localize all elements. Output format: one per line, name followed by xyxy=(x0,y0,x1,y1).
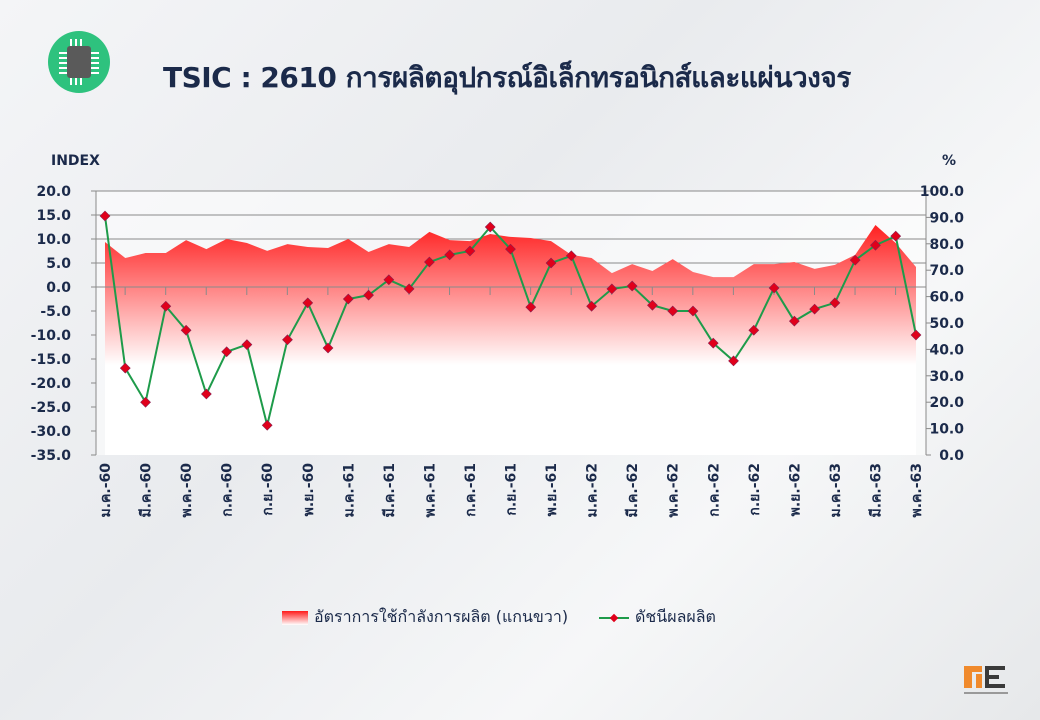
index-point xyxy=(849,254,861,266)
x-tick-label: มี.ค.-61 xyxy=(382,463,398,518)
x-tick-label: ม.ค.-63 xyxy=(828,463,844,518)
x-tick-label: ม.ค.-62 xyxy=(585,463,601,518)
x-tick-label: ก.ค.-61 xyxy=(463,463,479,517)
right-tick-label: 80.0 xyxy=(929,237,964,253)
x-tick-label: พ.ค.-60 xyxy=(179,463,195,518)
legend-line-swatch xyxy=(599,613,629,622)
right-tick-label: 0.0 xyxy=(939,448,964,464)
left-tick-label: -15.0 xyxy=(31,352,72,368)
index-point xyxy=(525,301,537,313)
left-tick-label: -30.0 xyxy=(31,424,72,440)
x-tick-label: พ.ค.-63 xyxy=(909,463,925,518)
left-tick-label: -10.0 xyxy=(31,328,72,344)
index-point xyxy=(505,243,516,255)
index-point xyxy=(910,329,922,341)
x-tick-label: มี.ค.-63 xyxy=(868,463,884,518)
legend-item-index: ดัชนีผลผลิต xyxy=(599,605,716,630)
chart: 20.0 15.0 10.0 5.0 0.0 -5.0 -10.0 -15.0 -20.0 -25… xyxy=(31,184,965,518)
right-tick-label: 70.0 xyxy=(929,263,964,279)
right-tick-label: 100.0 xyxy=(920,184,965,200)
index-point xyxy=(119,362,131,374)
right-axis-label: % xyxy=(942,153,957,169)
index-point xyxy=(342,293,354,305)
left-tick-label: -25.0 xyxy=(31,400,72,416)
index-point xyxy=(464,245,476,257)
index-point xyxy=(302,297,314,309)
x-tick-label: พ.ค.-61 xyxy=(422,463,438,518)
index-point xyxy=(606,283,618,295)
index-point xyxy=(383,274,395,286)
index-point xyxy=(809,303,820,315)
x-tick-label: พ.ย.-60 xyxy=(301,463,317,517)
x-tick-label: ม.ค.-60 xyxy=(98,463,114,518)
page-title: TSIC : 2610 การผลิตอุปกรณ์อิเล็กทรอนิกส์… xyxy=(163,61,851,94)
index-point xyxy=(728,355,739,367)
left-tick-label: -35.0 xyxy=(31,448,72,464)
left-tick-label: 5.0 xyxy=(46,256,71,272)
index-point xyxy=(403,283,415,295)
left-tick-label: 15.0 xyxy=(36,208,71,224)
right-tick-label: 50.0 xyxy=(929,316,964,332)
x-tick-label: ก.ย.-61 xyxy=(504,463,520,516)
x-tick-label: ก.ค.-62 xyxy=(706,463,722,517)
index-point xyxy=(890,230,902,242)
index-point xyxy=(261,419,273,431)
x-tick-label: ก.ย.-60 xyxy=(260,463,276,516)
index-point xyxy=(484,221,496,233)
legend-label: อัตราการใช้กำลังการผลิต (แกนขวา) xyxy=(314,607,569,626)
index-point xyxy=(424,256,435,268)
index-point xyxy=(626,280,638,292)
x-tick-label: ก.ค.-60 xyxy=(220,463,236,517)
index-point xyxy=(667,305,679,317)
legend-label: ดัชนีผลผลิต xyxy=(635,607,716,626)
index-point xyxy=(687,305,699,317)
index-point xyxy=(788,315,800,327)
right-tick-label: 60.0 xyxy=(929,290,964,306)
right-tick-label: 20.0 xyxy=(929,395,964,411)
x-tick-label: พ.ค.-62 xyxy=(666,463,682,518)
index-point xyxy=(99,210,111,222)
index-point xyxy=(201,388,212,400)
index-point xyxy=(140,396,151,408)
legend-area-swatch xyxy=(282,610,308,625)
capacity-area xyxy=(105,225,916,455)
index-point xyxy=(363,289,374,301)
right-tick-label: 90.0 xyxy=(929,210,964,226)
index-point xyxy=(221,346,233,358)
x-tick-label: มี.ค.-60 xyxy=(139,463,155,518)
x-tick-label: ม.ค.-61 xyxy=(341,463,357,518)
oie-logo xyxy=(964,666,1008,694)
microchip-icon xyxy=(48,31,110,93)
left-tick-label: -20.0 xyxy=(31,376,72,392)
index-point xyxy=(748,324,760,336)
left-tick-label: 0.0 xyxy=(46,280,71,296)
x-tick-label: ก.ย.-62 xyxy=(747,463,763,516)
x-tick-label: พ.ย.-62 xyxy=(787,463,803,516)
index-point xyxy=(160,300,172,312)
index-point xyxy=(870,239,881,251)
index-point xyxy=(829,297,841,309)
index-point xyxy=(241,339,253,350)
index-point xyxy=(768,282,780,294)
left-tick-label: -5.0 xyxy=(40,304,71,320)
legend-item-capacity: อัตราการใช้กำลังการผลิต (แกนขวา) xyxy=(282,605,568,630)
index-point xyxy=(444,249,456,261)
index-point xyxy=(586,300,597,312)
right-tick-label: 10.0 xyxy=(929,422,964,438)
index-point xyxy=(565,250,577,262)
right-tick-label: 30.0 xyxy=(929,369,964,385)
right-tick-label: 40.0 xyxy=(929,342,964,358)
index-point xyxy=(647,299,658,311)
index-point xyxy=(707,337,719,349)
index-point xyxy=(322,342,334,354)
index-point xyxy=(180,324,192,336)
index-point xyxy=(282,334,293,346)
left-axis-label: INDEX xyxy=(51,153,100,169)
x-tick-label: มี.ค.-62 xyxy=(625,463,641,518)
index-point xyxy=(545,257,557,269)
left-tick-label: 10.0 xyxy=(36,232,71,248)
x-tick-label: พ.ย.-61 xyxy=(544,463,560,516)
left-tick-label: 20.0 xyxy=(36,184,71,200)
